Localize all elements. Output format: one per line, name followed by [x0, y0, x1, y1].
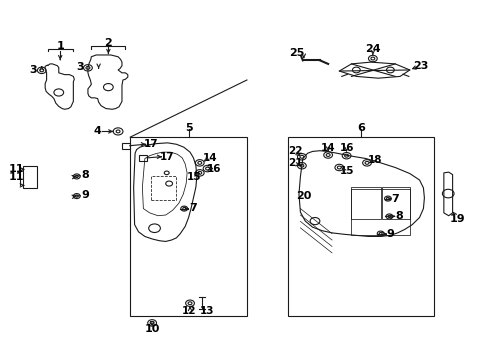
Text: 16: 16 — [207, 164, 221, 174]
Text: 16: 16 — [339, 143, 353, 153]
Bar — [151, 176, 176, 200]
Text: 11: 11 — [8, 164, 24, 174]
Text: 3: 3 — [76, 62, 84, 72]
Text: 22: 22 — [288, 147, 302, 157]
Text: 3: 3 — [29, 65, 37, 75]
Text: 18: 18 — [367, 156, 381, 165]
Text: 9: 9 — [386, 229, 393, 239]
Text: 24: 24 — [365, 44, 380, 54]
Text: 13: 13 — [199, 306, 213, 316]
Bar — [130, 137, 246, 316]
Text: 7: 7 — [189, 203, 197, 213]
Text: 23: 23 — [412, 61, 427, 71]
Text: 14: 14 — [203, 153, 217, 163]
Text: 8: 8 — [81, 170, 89, 180]
Text: 7: 7 — [390, 194, 398, 203]
Bar — [351, 189, 409, 235]
Bar — [23, 166, 37, 188]
Text: 6: 6 — [357, 123, 365, 133]
Bar — [351, 187, 380, 219]
Text: 2: 2 — [104, 38, 112, 48]
Text: 17: 17 — [143, 139, 158, 149]
Text: 10: 10 — [144, 324, 160, 334]
Bar — [287, 137, 433, 316]
Text: 21: 21 — [288, 158, 302, 168]
Text: 9: 9 — [81, 190, 89, 200]
Text: 15: 15 — [339, 166, 353, 176]
Bar — [122, 143, 129, 149]
Bar — [139, 155, 147, 161]
Text: 15: 15 — [186, 172, 201, 182]
Text: 5: 5 — [184, 123, 192, 133]
Text: 12: 12 — [181, 306, 195, 316]
Text: 8: 8 — [394, 211, 402, 221]
Text: 1: 1 — [56, 41, 64, 51]
Text: 20: 20 — [296, 191, 311, 201]
Text: 14: 14 — [320, 143, 335, 153]
Bar — [381, 187, 409, 219]
Text: 25: 25 — [289, 48, 304, 58]
Text: 11: 11 — [8, 172, 24, 182]
Text: 19: 19 — [449, 214, 464, 224]
Text: 17: 17 — [159, 152, 174, 162]
Text: 4: 4 — [94, 126, 102, 136]
